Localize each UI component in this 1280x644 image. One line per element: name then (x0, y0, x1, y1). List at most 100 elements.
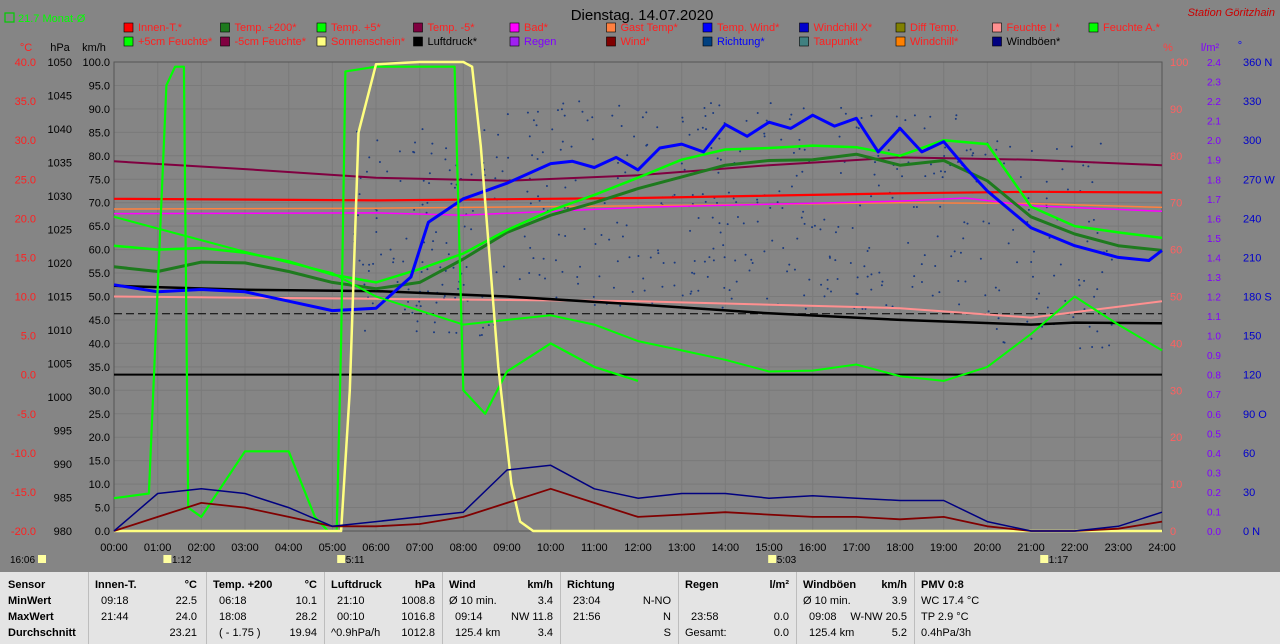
direction-point (996, 140, 999, 143)
y-tick-pressure_hpa: 1035 (48, 158, 72, 170)
direction-point (483, 129, 486, 132)
direction-point (1096, 330, 1099, 333)
col-regen-title: Regen (685, 579, 719, 591)
direction-point (1083, 279, 1086, 282)
avg-checkbox-icon[interactable] (4, 12, 15, 23)
direction-point (788, 263, 791, 266)
direction-point (719, 231, 722, 234)
direction-point (972, 152, 975, 155)
direction-point (756, 198, 759, 201)
y-tick-humidity_pct: 30 (1170, 385, 1182, 397)
x-tick-label: 12:00 (624, 542, 652, 554)
direction-point (962, 237, 965, 240)
direction-point (924, 175, 927, 178)
direction-point (721, 306, 724, 309)
x-tick-label: 21:00 (1017, 542, 1045, 554)
direction-point (357, 214, 360, 217)
chart-legend: Innen-T.* Temp. +200* Temp. +5* Temp. -5* Ba… (123, 22, 1161, 48)
legend-label: Luftdruck* (428, 36, 478, 48)
direction-point (657, 252, 660, 255)
direction-point (896, 168, 899, 171)
direction-point (923, 254, 926, 257)
direction-point (826, 287, 829, 290)
direction-point (625, 224, 628, 227)
direction-point (1046, 306, 1049, 309)
legend-label: Temp. +5* (331, 22, 382, 34)
y-tick-pressure_hpa: 1025 (48, 225, 72, 237)
direction-point (732, 197, 735, 200)
regen-val: 0.0 (773, 611, 789, 623)
direction-point (431, 248, 434, 251)
direction-point (673, 284, 676, 287)
direction-point (800, 216, 803, 219)
innen-max-time: 21:44 (101, 611, 129, 623)
direction-point (594, 242, 597, 245)
direction-point (1079, 347, 1082, 350)
richtung-r3-val: S (663, 627, 671, 639)
y-tick-wind_kmh: 100.0 (82, 57, 110, 69)
direction-point (1032, 250, 1035, 253)
y-tick-rain_lm2: 0.9 (1207, 351, 1221, 362)
y-tick-pressure_hpa: 990 (54, 459, 72, 471)
y-tick-rain_lm2: 1.8 (1207, 175, 1221, 186)
direction-point (727, 191, 730, 194)
direction-point (887, 149, 890, 152)
x-tick-label: 04:00 (275, 542, 303, 554)
axis-unit-wind: km/h (82, 42, 106, 54)
direction-point (877, 154, 880, 157)
direction-point (813, 224, 816, 227)
boeen-distance: 125.4 km (809, 627, 855, 639)
col-wind-unit: km/h (527, 579, 553, 591)
x-tick-label: 14:00 (712, 542, 740, 554)
direction-point (455, 331, 458, 334)
direction-point (987, 310, 990, 313)
direction-point (693, 272, 696, 275)
innen-avg: 23.21 (169, 627, 197, 639)
direction-point (891, 196, 894, 199)
direction-point (795, 174, 798, 177)
row-label-max: MaxWert (8, 611, 54, 623)
innen-min-time: 09:18 (101, 595, 129, 607)
direction-point (756, 201, 759, 204)
y-tick-temp_c: -15.0 (11, 487, 36, 499)
pmv-trend: 0.4hPa/3h (921, 627, 972, 639)
direction-point (1070, 145, 1073, 148)
col-boeen-unit: km/h (881, 579, 907, 591)
direction-point (866, 275, 869, 278)
x-tick-label: 13:00 (668, 542, 696, 554)
legend-label: Bad* (524, 22, 549, 34)
direction-point (418, 300, 421, 303)
direction-point (697, 216, 700, 219)
legend-label: Sonnenschein* (331, 36, 406, 48)
direction-point (529, 246, 532, 249)
y-tick-pressure_hpa: 1040 (48, 124, 72, 136)
legend-swatch (316, 22, 327, 33)
direction-point (432, 240, 435, 243)
direction-point (704, 200, 707, 203)
direction-point (994, 286, 997, 289)
direction-point (855, 126, 858, 129)
direction-point (748, 269, 751, 272)
direction-point (545, 184, 548, 187)
direction-point (722, 244, 725, 247)
direction-point (864, 307, 867, 310)
direction-point (756, 220, 759, 223)
direction-point (790, 113, 793, 116)
direction-point (392, 261, 395, 264)
direction-point (717, 171, 720, 174)
direction-point (954, 117, 957, 120)
direction-point (631, 290, 634, 293)
time-markers: 16:06 01:12 05:11 15:03 21:17 (10, 555, 1069, 566)
direction-point (781, 206, 784, 209)
direction-point (866, 249, 869, 252)
direction-point (612, 286, 615, 289)
direction-point (452, 266, 455, 269)
direction-point (502, 265, 505, 268)
direction-point (1091, 181, 1094, 184)
col-wind: Wind km/h Ø 10 min. 3.4 09:14 NW 11.8 12… (442, 572, 559, 644)
direction-point (1053, 274, 1056, 277)
time-marker-label: 05:11 (340, 555, 365, 566)
direction-point (934, 265, 937, 268)
direction-point (448, 331, 451, 334)
col-luftdruck-unit: hPa (414, 579, 435, 591)
